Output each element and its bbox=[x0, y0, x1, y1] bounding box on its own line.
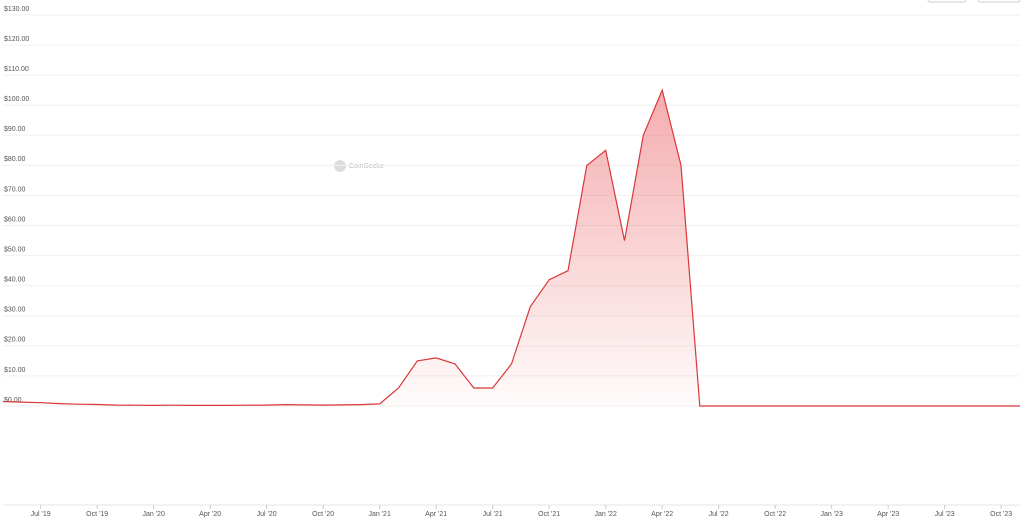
x-tick-label: Jul '19 bbox=[31, 511, 51, 518]
range-button[interactable] bbox=[927, 0, 967, 3]
x-tick-label: Jul '21 bbox=[483, 511, 503, 518]
price-line bbox=[2, 88, 1020, 407]
watermark-logo bbox=[334, 160, 346, 172]
y-tick-label: $70.00 bbox=[4, 186, 26, 193]
x-tick-label: Oct '22 bbox=[764, 511, 786, 518]
y-tick-label: $30.00 bbox=[4, 307, 26, 314]
y-tick-label: $0.00 bbox=[4, 397, 22, 404]
area bbox=[3, 90, 1020, 406]
x-tick-label: Jan '22 bbox=[594, 511, 616, 518]
x-tick-label: Jan '21 bbox=[368, 511, 390, 518]
x-tick-label: Oct '21 bbox=[538, 511, 560, 518]
y-tick-label: $110.00 bbox=[4, 66, 29, 73]
range-button[interactable] bbox=[977, 0, 1021, 3]
x-tick-label: Apr '22 bbox=[651, 511, 673, 518]
y-tick-label: $60.00 bbox=[4, 216, 26, 223]
y-tick-label: $10.00 bbox=[4, 367, 26, 374]
x-tick-label: Apr '23 bbox=[877, 511, 899, 518]
x-tick-label: Oct '23 bbox=[990, 511, 1012, 518]
x-tick-label: Oct '19 bbox=[86, 511, 108, 518]
y-tick-label: $130.00 bbox=[4, 6, 29, 13]
x-tick-label: Jul '23 bbox=[935, 511, 955, 518]
y-tick-label: $80.00 bbox=[4, 156, 26, 163]
x-tick-label: Jul '22 bbox=[709, 511, 729, 518]
x-tick-label: Jan '20 bbox=[142, 511, 164, 518]
y-tick-label: $120.00 bbox=[4, 36, 29, 43]
x-tick-label: Jan '23 bbox=[820, 511, 842, 518]
x-tick-label: Jul '20 bbox=[257, 511, 277, 518]
watermark: CoinGecko bbox=[349, 163, 384, 170]
y-tick-label: $20.00 bbox=[4, 337, 26, 344]
x-tick-label: Apr '20 bbox=[199, 511, 221, 518]
y-tick-label: $100.00 bbox=[4, 96, 29, 103]
y-tick-label: $50.00 bbox=[4, 246, 26, 253]
y-tick-label: $40.00 bbox=[4, 277, 26, 284]
x-tick-label: Oct '20 bbox=[312, 511, 334, 518]
y-tick-label: $90.00 bbox=[4, 126, 26, 133]
x-tick-label: Apr '21 bbox=[425, 511, 447, 518]
